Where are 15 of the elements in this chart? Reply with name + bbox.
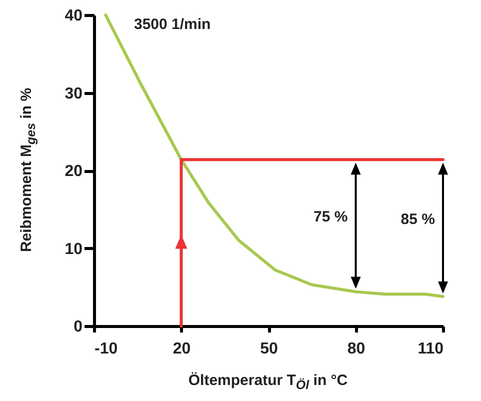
- x-tick-label: 110: [418, 340, 444, 358]
- annotation: 75 %: [314, 208, 348, 226]
- y-tick-label: 40: [64, 8, 83, 24]
- y-tick-label: 20: [64, 163, 83, 180]
- y-tick-label: 10: [64, 240, 83, 258]
- y-tick-label: 0: [74, 318, 83, 336]
- x-tick-label: 80: [347, 340, 366, 358]
- y-tick-label: 30: [64, 85, 83, 102]
- annotation: 3500 1/min: [134, 16, 211, 33]
- x-axis-title: Öltemperatur T$_{Öl}$ in °C: [188, 372, 348, 392]
- line-series: [104, 14, 444, 298]
- x-tick-label: -10: [94, 340, 118, 358]
- x-tick-label: 50: [260, 340, 278, 358]
- annotation: 85 %: [400, 211, 435, 228]
- x-tick-label: 20: [172, 340, 191, 358]
